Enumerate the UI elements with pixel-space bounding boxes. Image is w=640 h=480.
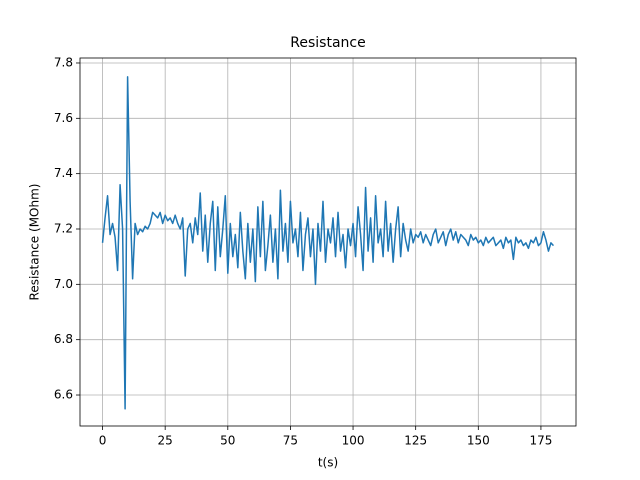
- y-tick-label: 6.6: [54, 388, 73, 402]
- y-tick-label: 7.0: [54, 277, 73, 291]
- x-tick-label: 175: [529, 434, 552, 448]
- x-tick-label: 75: [283, 434, 298, 448]
- x-tick-label: 25: [158, 434, 173, 448]
- x-tick-label: 50: [220, 434, 235, 448]
- y-tick-label: 6.8: [54, 332, 73, 346]
- chart-title: Resistance: [290, 35, 365, 51]
- y-tick-label: 7.4: [54, 166, 73, 180]
- y-tick-label: 7.8: [54, 55, 73, 69]
- x-tick-label: 100: [342, 434, 365, 448]
- x-tick-label: 150: [467, 434, 490, 448]
- x-tick-label: 0: [99, 434, 107, 448]
- x-tick-label: 125: [404, 434, 427, 448]
- plot-frame: [79, 57, 577, 427]
- y-tick-label: 7.2: [54, 221, 73, 235]
- y-tick-label: 7.6: [54, 111, 73, 125]
- data-line: [101, 76, 555, 410]
- y-axis-label: Resistance (MOhm): [28, 184, 42, 301]
- x-axis-label: t(s): [318, 456, 338, 470]
